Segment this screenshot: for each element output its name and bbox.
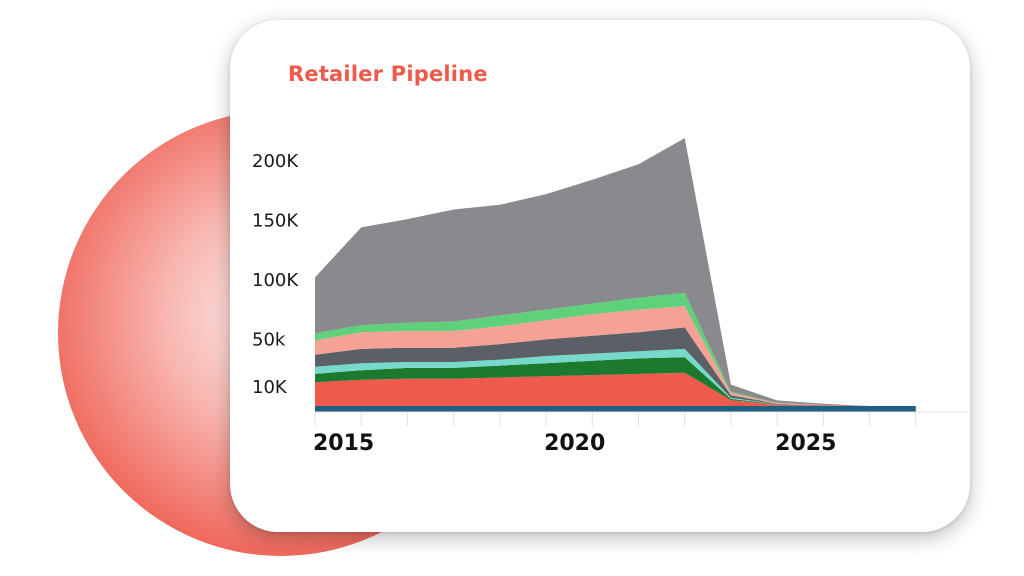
series-area-2 xyxy=(315,372,916,406)
y-tick-label: 150K xyxy=(252,210,299,231)
series-area-3 xyxy=(315,357,916,406)
x-tick-label: 2025 xyxy=(775,431,836,456)
x-axis-labels: 2015 2020 2025 xyxy=(313,431,836,456)
series-areas xyxy=(315,138,916,412)
y-axis-labels: 10K 50k 100K 150K 200K xyxy=(252,151,299,398)
series-area-6 xyxy=(315,306,916,406)
y-tick-label: 200K xyxy=(252,151,299,172)
series-area-4 xyxy=(315,348,916,406)
y-tick-label: 10K xyxy=(252,377,288,398)
chart-title: Retailer Pipeline xyxy=(288,62,488,86)
y-tick-label: 50k xyxy=(252,329,286,350)
tick-marks xyxy=(314,411,968,426)
x-tick-label: 2015 xyxy=(313,431,374,456)
series-area-7 xyxy=(315,292,916,406)
area-chart: 10K 50k 100K 150K 200K 2015 2020 2025 xyxy=(252,138,968,456)
series-area-1 xyxy=(315,406,916,412)
y-tick-label: 100K xyxy=(252,270,299,291)
series-area-8 xyxy=(315,138,916,406)
chart-card: Retailer Pipeline 10K 50k 100K 150K 200K 201… xyxy=(230,20,970,532)
x-tick-label: 2020 xyxy=(544,431,605,456)
series-area-5 xyxy=(315,327,916,406)
